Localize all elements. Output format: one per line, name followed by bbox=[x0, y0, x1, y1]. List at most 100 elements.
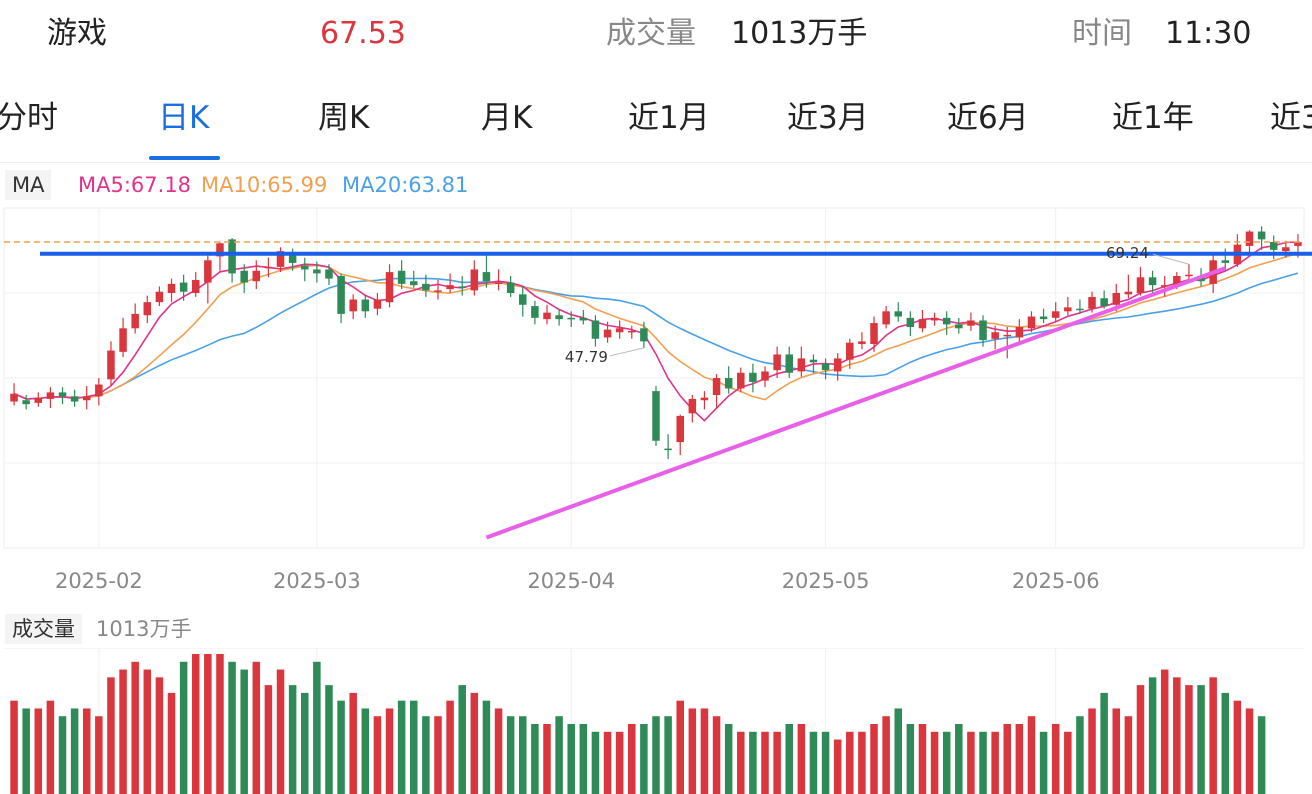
candlestick-chart[interactable]: 2025-02 2025-03 2025-04 2025-05 2025-06 69.2… bbox=[0, 204, 1312, 600]
candle bbox=[410, 270, 418, 288]
volume-bar bbox=[300, 692, 309, 794]
candle-body bbox=[773, 354, 781, 371]
volume-bar bbox=[410, 700, 418, 794]
volume-bar bbox=[337, 700, 345, 794]
candle bbox=[664, 434, 672, 460]
volume-tag[interactable]: 成交量 bbox=[5, 614, 82, 644]
volume-bar bbox=[1148, 677, 1157, 794]
candle bbox=[858, 332, 866, 350]
time-label: 时间 bbox=[1072, 16, 1132, 51]
candle bbox=[131, 303, 139, 334]
candle bbox=[591, 315, 600, 347]
candle bbox=[313, 261, 321, 283]
tab-monthly-k[interactable]: 月K bbox=[481, 100, 533, 136]
candle-body bbox=[46, 392, 55, 399]
volume-panel-value: 1013万手 bbox=[96, 617, 192, 641]
volume-bar bbox=[628, 724, 636, 794]
volume-chart[interactable] bbox=[0, 648, 1312, 794]
candle bbox=[640, 321, 648, 348]
candle-body bbox=[797, 358, 806, 372]
x-tick-label: 2025-02 bbox=[55, 569, 143, 593]
candle bbox=[373, 293, 382, 316]
candle bbox=[979, 315, 987, 347]
candle-body bbox=[640, 328, 648, 342]
candle-body bbox=[155, 291, 164, 303]
candle-body bbox=[82, 396, 91, 401]
volume-bar bbox=[1088, 708, 1096, 794]
tab-intraday[interactable]: 分时 bbox=[0, 100, 58, 136]
candle bbox=[712, 374, 721, 409]
candle bbox=[628, 325, 636, 339]
candle bbox=[361, 294, 370, 318]
volume-label: 成交量 bbox=[606, 16, 696, 51]
volume-bar bbox=[858, 731, 866, 794]
candle bbox=[119, 317, 127, 358]
candle bbox=[930, 312, 939, 326]
candle-body bbox=[240, 270, 248, 283]
volume-bar bbox=[918, 724, 927, 794]
volume-bar bbox=[1076, 716, 1084, 794]
candle-body bbox=[567, 317, 575, 320]
candle-body bbox=[22, 400, 30, 405]
volume-bar bbox=[664, 716, 672, 794]
volume-bar bbox=[676, 700, 684, 794]
candle bbox=[821, 358, 830, 380]
volume-bar bbox=[22, 708, 30, 794]
candle-body bbox=[506, 282, 515, 293]
candle bbox=[397, 260, 406, 290]
volume-bar bbox=[397, 700, 406, 794]
candle-body bbox=[300, 265, 309, 270]
volume-bar bbox=[361, 708, 370, 794]
candle-body bbox=[652, 391, 660, 441]
candle bbox=[337, 273, 345, 324]
volume-bar bbox=[373, 716, 382, 794]
tab-1-year[interactable]: 近1年 bbox=[1112, 100, 1194, 136]
volume-bar bbox=[531, 724, 539, 794]
tab-6-months[interactable]: 近6月 bbox=[947, 100, 1029, 136]
volume-bar bbox=[615, 731, 624, 794]
volume-bar bbox=[579, 724, 588, 794]
candle-body bbox=[591, 320, 600, 339]
volume-bar bbox=[458, 685, 466, 794]
candle-body bbox=[579, 317, 588, 321]
volume-bar bbox=[1003, 724, 1012, 794]
candle bbox=[1003, 327, 1012, 359]
candle-body bbox=[870, 323, 878, 344]
tab-3-months[interactable]: 近3月 bbox=[787, 100, 869, 136]
tab-1-month[interactable]: 近1月 bbox=[628, 100, 710, 136]
volume-bar bbox=[434, 716, 442, 794]
volume-bar bbox=[494, 708, 503, 794]
candle bbox=[1257, 226, 1266, 250]
candle-body bbox=[1039, 316, 1048, 320]
candle-body bbox=[34, 397, 43, 403]
candle-body bbox=[373, 299, 382, 309]
candle-body bbox=[252, 270, 261, 282]
candle bbox=[155, 286, 164, 307]
candle-body bbox=[930, 317, 939, 321]
volume-bar bbox=[603, 731, 612, 794]
volume-bar bbox=[119, 669, 127, 794]
ma-tag[interactable]: MA bbox=[5, 170, 52, 200]
candle bbox=[724, 366, 733, 394]
candle-body bbox=[58, 392, 67, 397]
volume-bar bbox=[1197, 685, 1205, 794]
high-label: 69.24 bbox=[1106, 244, 1149, 262]
volume-bar bbox=[82, 708, 91, 794]
tab-daily-k[interactable]: 日K bbox=[158, 100, 210, 136]
candle-body bbox=[615, 328, 624, 333]
candle-body bbox=[688, 398, 697, 414]
tab-3-years[interactable]: 近3年 bbox=[1270, 100, 1312, 136]
candle bbox=[809, 354, 818, 373]
candle bbox=[82, 385, 91, 410]
candle-body bbox=[858, 341, 866, 344]
candle bbox=[1039, 308, 1048, 324]
volume-value: 1013万手 bbox=[731, 16, 868, 51]
candle-body bbox=[107, 350, 115, 380]
candle-body bbox=[204, 260, 212, 283]
volume-bar bbox=[1100, 692, 1108, 794]
volume-bar bbox=[167, 692, 176, 794]
candle bbox=[555, 308, 563, 326]
candle bbox=[991, 325, 999, 350]
tab-weekly-k[interactable]: 周K bbox=[318, 100, 370, 136]
volume-bar bbox=[519, 716, 527, 794]
